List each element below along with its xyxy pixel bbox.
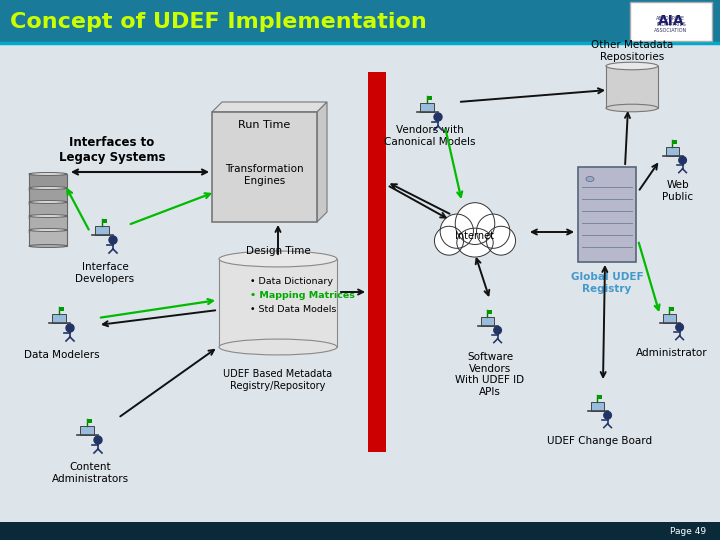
Polygon shape [212,102,327,112]
Polygon shape [317,102,327,222]
Ellipse shape [455,202,495,245]
Ellipse shape [487,226,516,255]
Ellipse shape [29,217,67,219]
FancyBboxPatch shape [29,216,67,232]
Text: Interfaces to
Legacy Systems: Interfaces to Legacy Systems [59,136,166,164]
FancyBboxPatch shape [29,202,67,218]
Circle shape [494,327,501,334]
Ellipse shape [29,202,67,205]
FancyBboxPatch shape [606,66,658,108]
Ellipse shape [29,214,67,218]
Ellipse shape [586,177,594,181]
FancyBboxPatch shape [102,219,107,223]
FancyBboxPatch shape [630,2,712,41]
FancyBboxPatch shape [59,307,64,311]
Circle shape [94,436,102,444]
Ellipse shape [440,214,474,248]
Text: Vendors with
Canonical Models: Vendors with Canonical Models [384,125,476,146]
Ellipse shape [219,339,337,355]
FancyBboxPatch shape [52,314,66,323]
FancyBboxPatch shape [0,0,720,42]
Ellipse shape [29,200,67,204]
FancyBboxPatch shape [487,310,492,314]
Text: UDEF Change Board: UDEF Change Board [547,436,652,446]
Text: Web
Public: Web Public [662,180,693,201]
Text: Data Modelers: Data Modelers [24,350,100,360]
Text: Page 49: Page 49 [670,526,706,536]
Ellipse shape [29,186,67,190]
FancyBboxPatch shape [590,402,604,410]
Text: Concept of UDEF Implementation: Concept of UDEF Implementation [10,12,427,32]
Ellipse shape [29,173,67,176]
Circle shape [676,323,683,331]
Ellipse shape [29,228,67,232]
Text: Global UDEF
Registry: Global UDEF Registry [571,272,643,294]
Circle shape [604,411,611,419]
Text: • Mapping Matrices: • Mapping Matrices [250,291,355,300]
Ellipse shape [434,226,464,255]
Text: UDEF Based Metadata
Registry/Repository: UDEF Based Metadata Registry/Repository [223,369,333,390]
FancyBboxPatch shape [672,140,677,144]
Text: Transformation
Engines: Transformation Engines [225,164,304,186]
FancyBboxPatch shape [212,112,317,222]
Text: Administrator: Administrator [636,348,708,358]
Text: Internet: Internet [456,231,495,241]
FancyBboxPatch shape [427,96,432,100]
Text: AIA: AIA [657,14,684,28]
Text: • Std Data Models: • Std Data Models [250,305,336,314]
Text: Other Metadata
Repositories: Other Metadata Repositories [591,40,673,62]
FancyBboxPatch shape [87,419,92,423]
FancyBboxPatch shape [0,43,720,522]
FancyBboxPatch shape [80,426,94,435]
Ellipse shape [456,228,493,257]
FancyBboxPatch shape [480,317,494,326]
FancyBboxPatch shape [597,395,602,399]
FancyBboxPatch shape [662,314,676,322]
Text: • Data Dictionary: • Data Dictionary [250,277,333,286]
FancyBboxPatch shape [0,522,720,540]
FancyBboxPatch shape [29,230,67,246]
FancyBboxPatch shape [29,174,67,190]
Ellipse shape [29,245,67,247]
Text: Content
Administrators: Content Administrators [51,462,129,484]
Ellipse shape [606,104,658,112]
FancyBboxPatch shape [669,307,674,311]
FancyBboxPatch shape [219,259,337,347]
Text: AEROSPACE
INDUSTRIES
ASSOCIATION: AEROSPACE INDUSTRIES ASSOCIATION [654,16,688,33]
FancyBboxPatch shape [29,188,67,204]
Text: Interface
Developers: Interface Developers [76,262,135,284]
Ellipse shape [29,188,67,192]
Circle shape [66,324,74,332]
Circle shape [109,236,117,244]
Text: Run Time: Run Time [238,120,291,130]
FancyBboxPatch shape [420,103,434,112]
Ellipse shape [606,62,658,70]
Circle shape [434,113,442,121]
Ellipse shape [219,251,337,267]
Text: Software
Vendors
With UDEF ID
APIs: Software Vendors With UDEF ID APIs [456,352,525,397]
FancyBboxPatch shape [95,226,109,235]
FancyBboxPatch shape [368,72,386,452]
FancyBboxPatch shape [665,147,679,156]
Ellipse shape [29,231,67,233]
FancyBboxPatch shape [578,167,636,262]
Text: Design Time: Design Time [246,246,310,256]
Circle shape [679,157,686,164]
Ellipse shape [477,214,510,248]
